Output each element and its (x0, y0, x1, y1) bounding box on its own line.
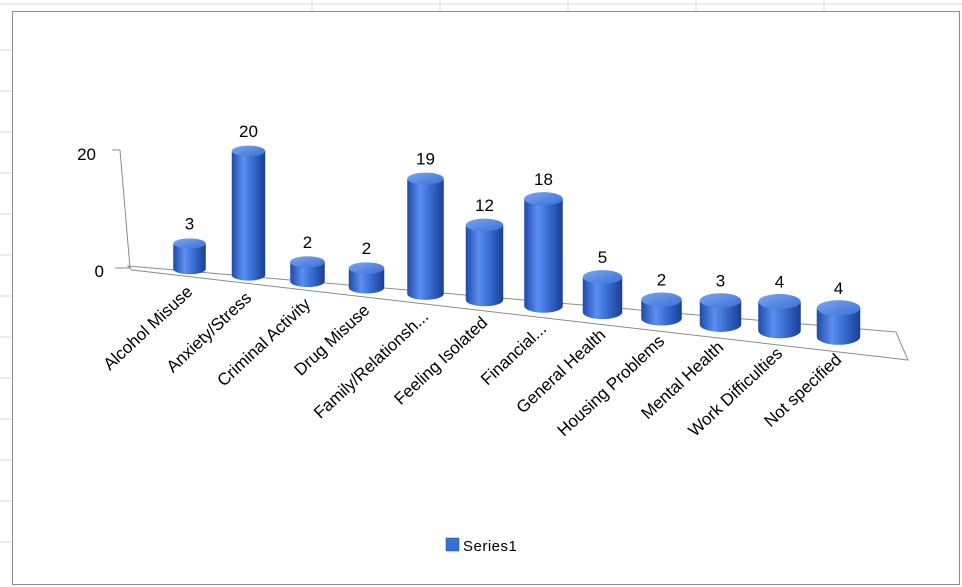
bar-body (231, 151, 266, 281)
data-label: 5 (598, 248, 607, 267)
data-label: 19 (416, 150, 435, 169)
bar-top (407, 172, 444, 185)
bar-body (290, 261, 325, 288)
bar-body (348, 268, 385, 294)
bar (407, 172, 444, 300)
bar (231, 145, 266, 281)
bar-body (173, 243, 206, 275)
bar-body (758, 301, 801, 339)
bar-body (699, 300, 742, 332)
bar-top (816, 300, 861, 316)
bar-top (699, 293, 742, 308)
bars (173, 145, 861, 345)
bar (816, 300, 861, 345)
chart-floor (126, 265, 909, 361)
data-label: 2 (362, 239, 371, 258)
data-label: 2 (657, 271, 666, 290)
y-tick-label: 20 (77, 145, 96, 164)
bar-top (465, 218, 504, 232)
bar-body (407, 178, 444, 300)
bar (524, 192, 563, 313)
bar-body (816, 308, 861, 345)
bar-top (758, 294, 801, 310)
data-label: 3 (716, 272, 725, 291)
data-label: 4 (834, 279, 843, 298)
bar (348, 262, 385, 294)
bar-body (641, 299, 682, 326)
bar-top (641, 292, 682, 307)
data-label: 12 (475, 196, 494, 215)
bar-top (524, 192, 563, 206)
bar-body (582, 276, 623, 320)
bar-top (231, 145, 266, 157)
bar-top (348, 262, 385, 275)
bar-body (465, 225, 504, 307)
bar (582, 270, 623, 320)
data-label: 18 (534, 170, 553, 189)
bar-top (582, 270, 623, 284)
y-tick-label: 0 (95, 262, 104, 281)
bar (758, 294, 801, 339)
bar (699, 293, 742, 332)
bar (290, 256, 325, 288)
y-axis: 0 20 (77, 145, 131, 281)
bar-body (524, 198, 563, 313)
data-label: 2 (303, 233, 312, 252)
legend-swatch (445, 537, 460, 552)
category-label: Family/Relationsh... (310, 307, 432, 423)
legend[interactable]: Series1 (445, 537, 517, 555)
data-label: 3 (185, 214, 194, 233)
bar (641, 292, 682, 326)
legend-label: Series1 (463, 538, 517, 555)
bar-top (173, 238, 206, 249)
bar (465, 218, 504, 307)
bar (173, 238, 206, 275)
data-labels: 3 20 2 2 19 12 18 5 2 3 4 4 (185, 122, 843, 298)
data-label: 20 (239, 122, 258, 141)
bar-top (290, 256, 325, 268)
data-label: 4 (775, 273, 784, 292)
